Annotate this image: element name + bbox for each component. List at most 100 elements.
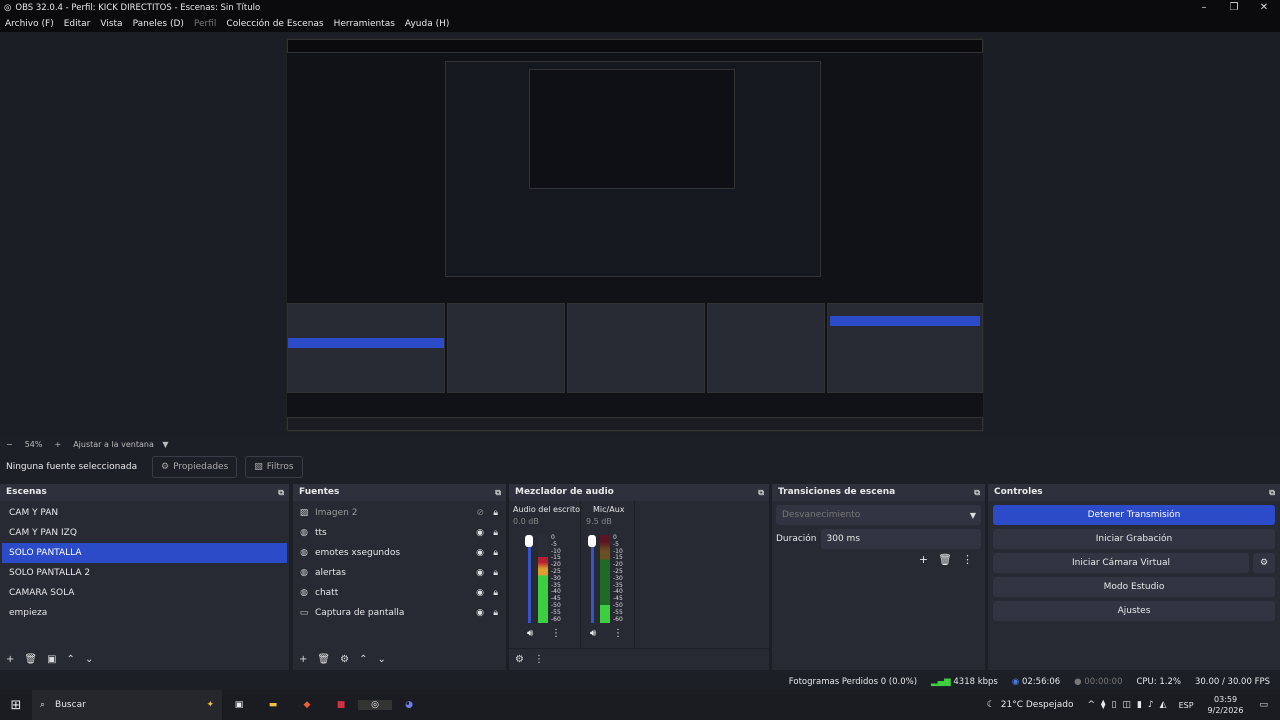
weather[interactable]: 21°C Despejado (1000, 700, 1074, 710)
meter-scale-tick: 0 (613, 534, 617, 541)
menu-vista[interactable]: Vista (100, 19, 123, 29)
scene-item[interactable]: SOLO PANTALLA (2, 543, 287, 563)
program-preview[interactable] (286, 38, 984, 432)
more-options-icon[interactable]: ⋮ (613, 628, 623, 639)
menu-editar[interactable]: Editar (63, 19, 91, 29)
volume-slider[interactable] (528, 535, 531, 623)
volume-slider-handle[interactable] (525, 535, 533, 547)
task-view-icon[interactable]: ▣ (234, 700, 244, 710)
tray-icons[interactable]: ^⧫▯◫▮♪◭ (1087, 700, 1173, 710)
source-item[interactable]: ◍ tts ◉ 🔒︎ (295, 523, 504, 543)
maximize-button[interactable]: ❐ (1229, 2, 1239, 13)
more-options-icon[interactable]: ⋮ (551, 628, 561, 639)
zoom-in-button[interactable]: + (54, 439, 62, 449)
scene-item[interactable]: SOLO PANTALLA 2 (9, 568, 91, 578)
menu-paneles[interactable]: Paneles (D) (132, 19, 184, 29)
speaker-icon[interactable]: 🔊︎ (590, 628, 597, 639)
fit-to-window-dropdown[interactable]: Ajustar a la ventana ▼ (73, 440, 168, 449)
settings-button[interactable]: Ajustes (993, 601, 1275, 621)
nested-controls (827, 303, 983, 393)
source-item[interactable]: ◍ chatt ◉ 🔒︎ (295, 583, 504, 603)
source-name: Imagen 2 (315, 508, 358, 518)
filter-icon[interactable]: ▣ (47, 653, 57, 665)
scene-item[interactable]: CAM Y PAN IZQ (9, 528, 77, 538)
add-icon[interactable]: + (299, 653, 308, 665)
taskbar-search[interactable]: ⌕ Buscar ✦ (32, 690, 222, 720)
eye-hidden-icon[interactable]: ⊘ (476, 508, 484, 518)
gear-icon[interactable]: ⚙ (340, 653, 350, 665)
lock-icon[interactable]: 🔒︎ (493, 608, 498, 618)
minimize-button[interactable]: – (1201, 2, 1207, 13)
app-red-icon[interactable]: ■ (336, 700, 346, 710)
properties-button[interactable]: ⚙ Propiedades (152, 456, 238, 478)
source-item[interactable]: ◍ emotes xsegundos ◉ 🔒︎ (295, 543, 504, 563)
start-virtual-camera-button[interactable]: Iniciar Cámara Virtual (993, 553, 1249, 573)
menu-coleccion-escenas[interactable]: Colección de Escenas (226, 19, 324, 29)
windows-start-icon[interactable]: ⊞ (10, 697, 22, 713)
lock-icon[interactable]: 🔒︎ (493, 588, 498, 598)
virtual-camera-settings-gear-icon[interactable]: ⚙ (1253, 553, 1275, 573)
language-indicator[interactable]: ESP (1178, 700, 1194, 710)
source-item[interactable]: ◍ alertas ◉ 🔒︎ (295, 563, 504, 583)
brave-browser-icon[interactable]: ◆ (303, 700, 311, 710)
duration-spinbox[interactable]: 300 ms (820, 529, 981, 549)
source-toolbar: Ninguna fuente seleccionada ⚙ Propiedades… (0, 452, 1280, 482)
add-icon[interactable]: + (6, 653, 15, 665)
move-up-icon[interactable]: ⌃ (359, 653, 368, 665)
lock-icon[interactable]: 🔒︎ (493, 548, 498, 558)
stop-streaming-button[interactable]: Detener Transmisión (993, 505, 1275, 525)
lock-icon[interactable]: 🔒︎ (493, 568, 498, 578)
move-up-icon[interactable]: ⌃ (66, 653, 75, 665)
discord-icon[interactable]: ◕ (405, 700, 413, 710)
undock-icon[interactable]: ⧉ (974, 488, 980, 497)
source-item[interactable]: ▭ Captura de pantalla ◉ 🔒︎ (295, 603, 504, 623)
eye-icon[interactable]: ◉ (476, 568, 484, 578)
more-options-icon[interactable]: ⋮ (962, 553, 973, 566)
file-explorer-icon[interactable]: ▬ (268, 700, 278, 710)
eye-icon[interactable]: ◉ (476, 588, 484, 598)
transition-select[interactable]: Desvanecimiento ▼ (776, 505, 981, 525)
undock-icon[interactable]: ⧉ (278, 488, 284, 497)
menu-bar: Archivo (F) Editar Vista Paneles (D) Per… (0, 16, 1280, 32)
lock-icon[interactable]: 🔒︎ (493, 508, 498, 518)
source-item[interactable]: ▨ Imagen 2 ⊘ 🔒︎ (295, 503, 504, 523)
add-icon[interactable]: + (918, 553, 929, 566)
volume-slider[interactable] (591, 535, 594, 623)
undock-icon[interactable]: ⧉ (1269, 488, 1275, 497)
eye-icon[interactable]: ◉ (476, 548, 484, 558)
eye-icon[interactable]: ◉ (476, 528, 484, 538)
volume-slider-handle[interactable] (588, 535, 596, 547)
studio-mode-button[interactable]: Modo Estudio (993, 577, 1275, 597)
speaker-icon[interactable]: 🔊︎ (527, 628, 534, 639)
scene-item[interactable]: CAM Y PAN (9, 508, 59, 518)
meter-scale-tick: -5 (613, 540, 619, 548)
scene-item[interactable]: empieza (9, 608, 48, 618)
eye-icon[interactable]: ◉ (476, 608, 484, 618)
obs-taskbar-icon[interactable]: ◎ (358, 700, 392, 710)
lock-icon[interactable]: 🔒︎ (493, 528, 498, 538)
menu-archivo[interactable]: Archivo (F) (5, 19, 54, 29)
meter-scale-tick: -60 (613, 615, 623, 623)
start-recording-button[interactable]: Iniciar Grabación (993, 529, 1275, 549)
menu-ayuda[interactable]: Ayuda (H) (404, 19, 450, 29)
advanced-audio-icon[interactable]: ⚙ (515, 654, 524, 665)
close-button[interactable]: ✕ (1259, 2, 1269, 13)
undock-icon[interactable]: ⧉ (495, 488, 501, 497)
source-name: chatt (315, 588, 339, 598)
notifications-icon[interactable]: ▭ (1259, 700, 1268, 710)
trash-icon[interactable]: 🗑 (938, 553, 952, 566)
scene-item[interactable]: CAMARA SOLA (9, 588, 75, 598)
source-name: emotes xsegundos (315, 548, 401, 558)
more-options-icon[interactable]: ⋮ (533, 654, 544, 665)
clock[interactable]: 03:59 9/2/2026 (1208, 694, 1244, 716)
filters-button[interactable]: ▧ Filtros (245, 456, 303, 478)
trash-icon[interactable]: 🗑 (24, 653, 38, 665)
move-down-icon[interactable]: ⌄ (377, 653, 386, 665)
menu-perfil[interactable]: Perfil (193, 19, 217, 29)
trash-icon[interactable]: 🗑 (317, 653, 331, 665)
undock-icon[interactable]: ⧉ (758, 488, 764, 497)
zoom-out-button[interactable]: − (6, 439, 13, 449)
record-time: 00:00:00 (1084, 677, 1123, 687)
move-down-icon[interactable]: ⌄ (84, 653, 94, 665)
menu-herramientas[interactable]: Herramientas (333, 19, 395, 29)
